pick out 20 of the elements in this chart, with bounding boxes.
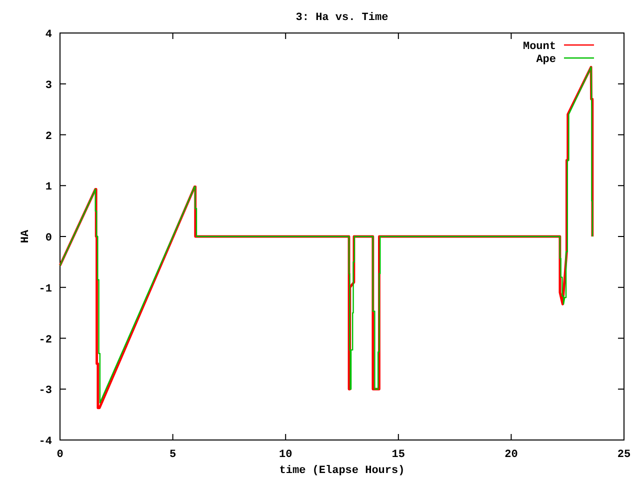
y-tick-label: 4 (45, 29, 52, 41)
y-tick-label: 1 (45, 182, 52, 194)
y-tick-label: -1 (38, 283, 52, 296)
y-tick-label: -2 (38, 334, 52, 346)
x-tick-label: 5 (169, 449, 176, 461)
x-tick-label: 25 (617, 449, 631, 461)
y-tick-label: 3 (45, 80, 52, 92)
y-tick-label: 0 (45, 232, 52, 244)
y-tick-label: -3 (38, 385, 52, 398)
legend-label: Ape (536, 54, 556, 66)
x-tick-label: 15 (392, 449, 406, 461)
x-axis-title: time (Elapse Hours) (279, 465, 405, 477)
y-tick-label: 2 (45, 130, 52, 143)
y-tick-label: -4 (38, 436, 52, 448)
chart-title: 3: Ha vs. Time (296, 12, 389, 24)
x-tick-label: 20 (504, 449, 518, 461)
legend-label: Mount (522, 41, 556, 53)
y-axis-title: HA (20, 230, 32, 244)
x-tick-label: 10 (279, 449, 292, 461)
x-tick-label: 0 (56, 449, 64, 461)
